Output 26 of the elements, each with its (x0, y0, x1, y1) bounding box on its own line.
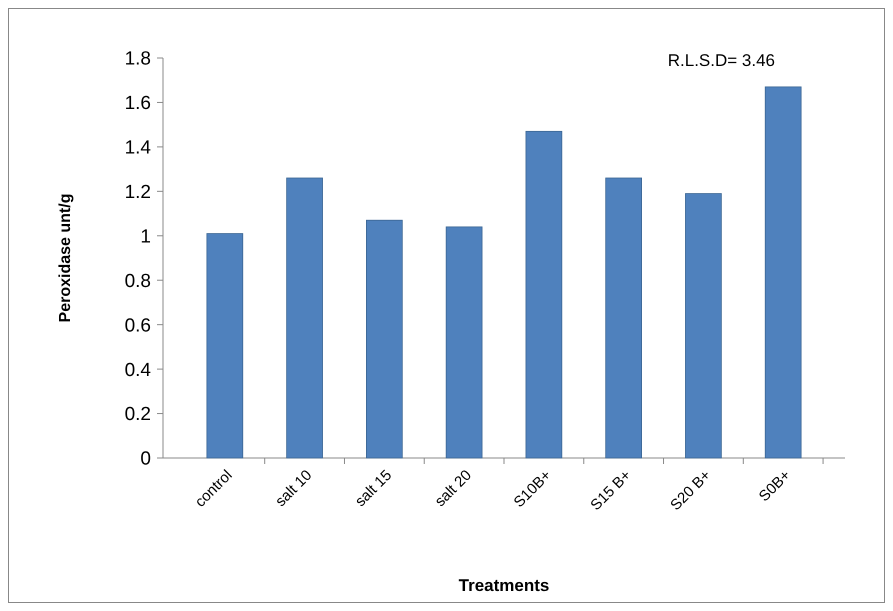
y-tick-label: 0.8 (124, 270, 151, 292)
x-tick-label: S15 B+ (587, 466, 635, 514)
y-tick-label: 0.6 (124, 315, 151, 336)
y-tick-label: 1.4 (124, 138, 152, 159)
x-tick-label: salt 20 (432, 466, 475, 510)
bar (366, 220, 403, 458)
x-tick-label: salt 15 (352, 466, 396, 510)
bar (685, 193, 722, 458)
annotation: R.L.S.D= 3.46 (668, 51, 775, 70)
y-tick-label: 0 (140, 448, 151, 470)
bar (286, 178, 323, 458)
y-tick-label: 1.2 (124, 182, 151, 203)
x-tick-label: S20 B+ (667, 466, 714, 514)
y-axis-title: Peroxidase unt/g (57, 194, 74, 322)
y-tick-label: 0.4 (124, 360, 152, 381)
y-tick-label: 1.8 (124, 48, 151, 70)
bar (526, 130, 562, 458)
bar (764, 86, 802, 458)
y-tick-label: 1.6 (124, 93, 151, 114)
x-axis-title: Treatments (458, 576, 550, 595)
bar (206, 233, 244, 458)
x-tick-label: salt 10 (272, 466, 316, 510)
y-tick-label: 0.2 (124, 404, 151, 426)
y-tick-label: 1 (140, 226, 151, 248)
bar (605, 178, 642, 458)
bar (446, 226, 482, 458)
